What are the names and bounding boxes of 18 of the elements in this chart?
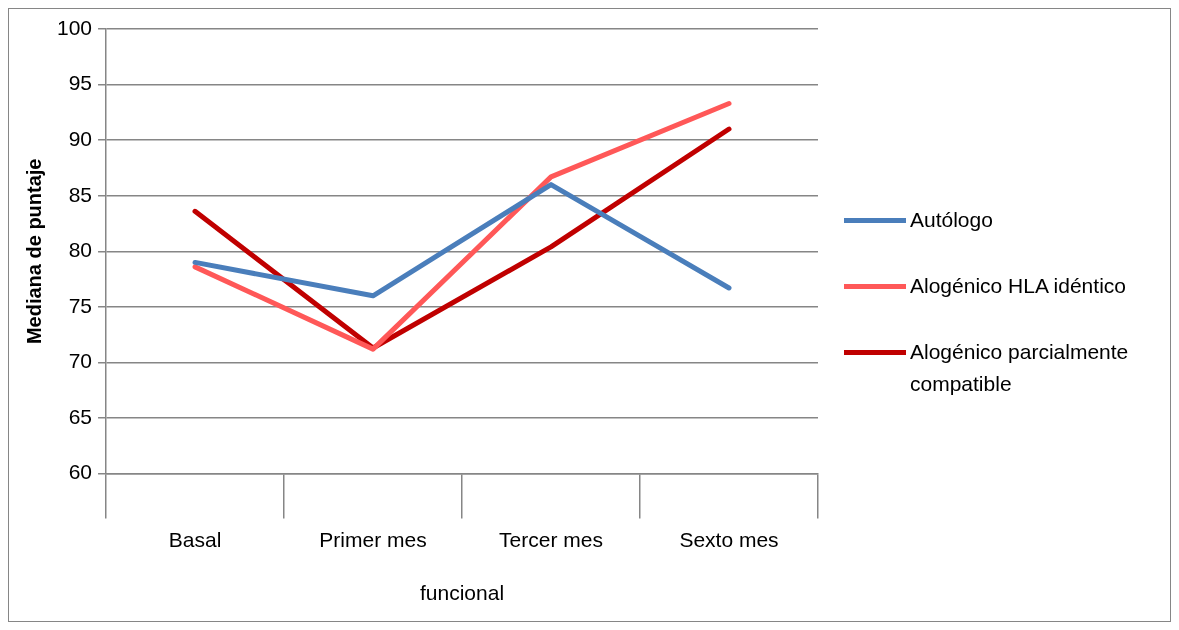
- y-tick-label: 70: [68, 349, 93, 373]
- x-tick-label: Basal: [168, 528, 222, 551]
- y-tick-label: 60: [68, 460, 93, 484]
- legend-label: Autólogo: [910, 207, 994, 233]
- legend-label: Alogénico parcialmente compatible: [910, 339, 1130, 397]
- y-tick-label: 100: [56, 15, 93, 39]
- x-tick-label: Tercer mes: [499, 528, 603, 551]
- y-tick-label: 80: [68, 238, 93, 262]
- legend-label: Alogénico HLA idéntico: [910, 273, 1127, 299]
- x-tick-label: Sexto mes: [679, 528, 779, 551]
- x-axis-title: funcional: [419, 581, 505, 605]
- x-tick-label: Primer mes: [319, 528, 427, 551]
- y-tick-label: 75: [68, 293, 93, 317]
- y-tick-label: 90: [68, 126, 93, 150]
- y-axis-title: Mediana de puntaje: [22, 158, 45, 345]
- y-tick-label: 95: [68, 71, 93, 95]
- y-tick-label: 65: [68, 404, 93, 428]
- y-tick-label: 85: [68, 182, 93, 206]
